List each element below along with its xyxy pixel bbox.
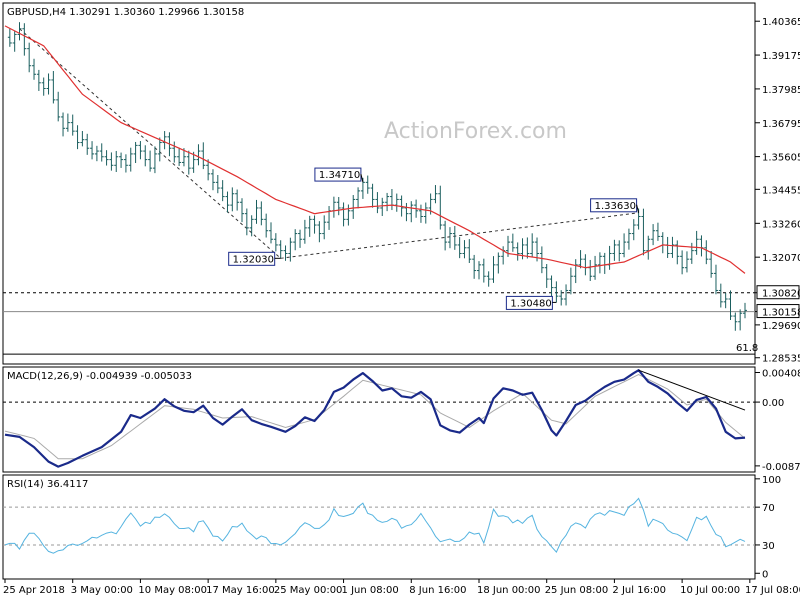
price-tick-label: 1.36795 xyxy=(762,119,800,130)
price-tick-label: 1.30158 xyxy=(762,308,800,319)
rsi-tick-label: 70 xyxy=(762,503,775,514)
trendline xyxy=(19,28,282,259)
price-tick-label: 1.34455 xyxy=(762,185,800,196)
macd-panel-frame xyxy=(2,366,756,473)
rsi-panel-frame xyxy=(2,474,756,580)
macd-tick-label: 0.004081 xyxy=(762,368,800,379)
rsi-line xyxy=(4,497,746,554)
rsi-tick-label: 0 xyxy=(762,569,768,580)
price-tick-label: 1.29690 xyxy=(762,321,800,332)
watermark: ActionForex.com xyxy=(384,119,567,144)
time-tick-label: 17 Jul 08:00 xyxy=(745,585,800,596)
time-tick-label: 3 May 00:00 xyxy=(71,585,133,596)
macd-tick-label: -0.008794 xyxy=(762,462,800,473)
rsi-lines xyxy=(3,497,755,554)
price-tick-label: 1.40365 xyxy=(762,17,800,28)
price-tick-label: 1.37985 xyxy=(762,85,800,96)
time-tick-label: 1 Jun 08:00 xyxy=(342,585,399,596)
price-tick-label: 1.33260 xyxy=(762,219,800,230)
price-callouts: 1.34710 1.32030 1.30480 1.33630 xyxy=(228,167,640,310)
price-tag-box xyxy=(756,304,800,319)
time-tick-label: 10 May 08:00 xyxy=(138,585,207,596)
time-tick-label: 2 Jul 16:00 xyxy=(612,585,666,596)
rsi-tick-label: 30 xyxy=(762,541,775,552)
price-tick-label: 1.32070 xyxy=(762,253,800,264)
price-tick-label: 1.39175 xyxy=(762,51,800,62)
price-tag-box xyxy=(756,285,800,300)
macd-tick-label: 0.00 xyxy=(762,398,784,409)
price-callout-label: 1.30480 xyxy=(510,298,551,309)
price-callout-label: 1.33630 xyxy=(595,201,636,212)
price-callout-label: 1.34710 xyxy=(319,170,360,181)
time-tick-label: 25 Apr 2018 xyxy=(3,585,65,596)
price-tick-label: 1.30820 xyxy=(762,289,800,300)
macd-title: MACD(12,26,9) -0.004939 -0.005033 xyxy=(7,371,192,382)
time-tick-label: 17 May 16:00 xyxy=(206,585,275,596)
price-callout-leader xyxy=(360,173,364,183)
time-tick-label: 25 Jun 08:00 xyxy=(545,585,609,596)
time-axis: 25 Apr 2018 3 May 00:00 10 May 08:00 17 May… xyxy=(3,579,800,596)
price-callout-leader xyxy=(636,204,640,213)
main-panel: ActionForex.com GBPUSD,H4 1.30291 1.3036… xyxy=(2,2,800,365)
rsi-axis: 100 70 30 0 xyxy=(755,475,781,580)
trendline xyxy=(280,212,639,259)
price-tick-label: 1.35605 xyxy=(762,153,800,164)
moving-average-line xyxy=(4,25,746,274)
macd-lines xyxy=(3,369,755,468)
time-tick-label: 8 Jun 16:00 xyxy=(409,585,466,596)
time-tick-label: 25 May 00:00 xyxy=(274,585,343,596)
main-header: GBPUSD,H4 1.30291 1.30360 1.29966 1.3015… xyxy=(7,7,244,18)
price-callout-label: 1.32030 xyxy=(233,254,274,265)
level-line-group xyxy=(3,292,755,313)
time-tick-label: 10 Jul 00:00 xyxy=(680,585,740,596)
macd-panel: MACD(12,26,9) -0.004939 -0.005033 0.0040… xyxy=(2,366,800,473)
macd-main-line xyxy=(4,369,746,468)
moving-average-group xyxy=(4,25,746,274)
fib-group: 61.8 xyxy=(3,343,758,355)
time-tick-label: 18 Jun 00:00 xyxy=(477,585,541,596)
rsi-panel: RSI(14) 36.4117 100 70 30 0 xyxy=(2,474,781,580)
macd-trendline xyxy=(638,369,746,411)
fib-label: 61.8 xyxy=(736,343,758,354)
trendlines xyxy=(19,28,639,259)
rsi-title: RSI(14) 36.4117 xyxy=(7,479,88,490)
macd-axis: 0.004081 0.00 -0.008794 xyxy=(755,368,800,473)
candles xyxy=(7,22,747,331)
rsi-tick-label: 100 xyxy=(762,475,781,486)
price-axis: 1.40365 1.39175 1.37985 1.36795 1.35605 1.344… xyxy=(755,17,800,365)
main-panel-frame xyxy=(2,2,756,365)
price-tick-label: 1.28535 xyxy=(762,354,800,365)
